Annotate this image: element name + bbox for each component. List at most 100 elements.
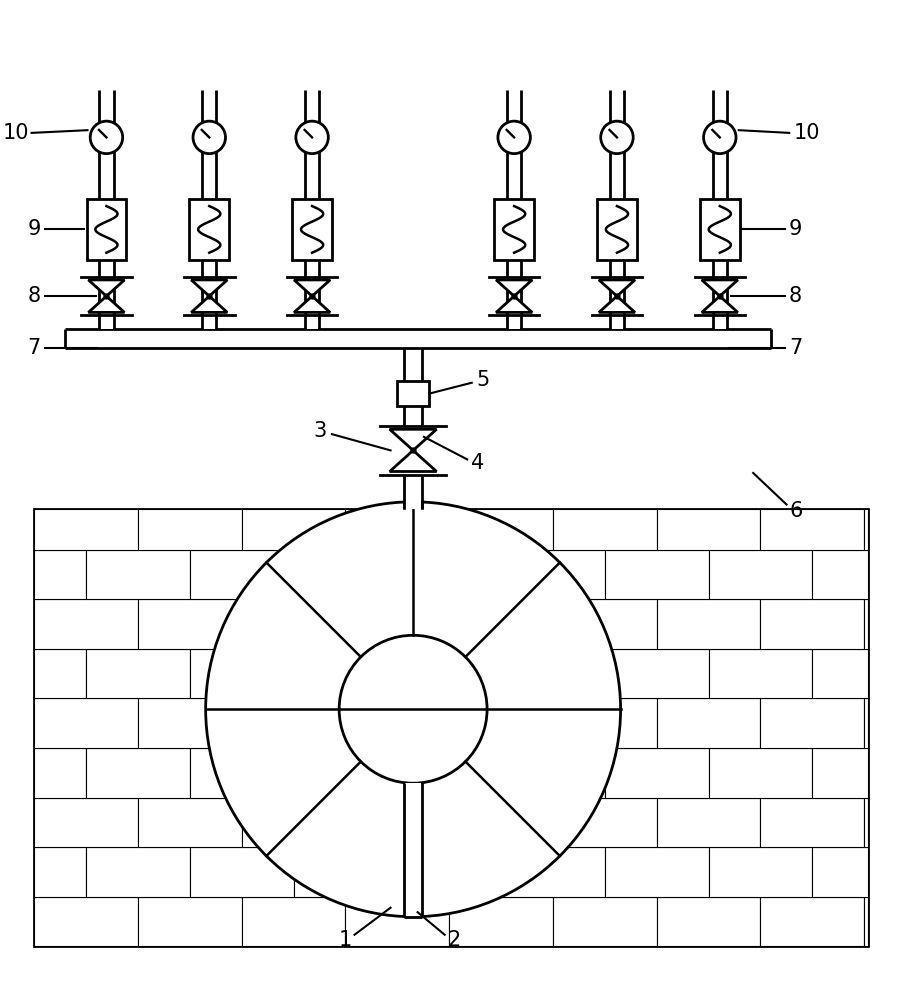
Bar: [760, 698, 864, 748]
Text: 6: 6: [790, 501, 803, 521]
Bar: [812, 748, 868, 798]
Text: 10: 10: [794, 123, 821, 143]
Bar: [138, 509, 242, 550]
Bar: [604, 550, 709, 599]
Bar: [494, 199, 534, 260]
Bar: [405, 476, 421, 509]
Bar: [657, 509, 760, 550]
Bar: [345, 698, 449, 748]
Bar: [709, 649, 812, 698]
Text: 8: 8: [789, 286, 802, 306]
Bar: [405, 502, 421, 509]
Bar: [34, 847, 86, 897]
Bar: [553, 897, 657, 946]
Bar: [306, 90, 318, 329]
Text: 5: 5: [476, 370, 489, 390]
Bar: [553, 698, 657, 748]
Text: 1: 1: [339, 930, 352, 950]
Bar: [449, 509, 553, 550]
Text: 3: 3: [314, 421, 327, 441]
Bar: [864, 509, 868, 550]
Text: 9: 9: [789, 219, 802, 239]
Circle shape: [601, 121, 633, 154]
Polygon shape: [294, 280, 330, 296]
Bar: [700, 199, 740, 260]
Text: 9: 9: [28, 219, 41, 239]
Bar: [709, 748, 812, 798]
Bar: [203, 90, 216, 329]
Bar: [34, 649, 86, 698]
Circle shape: [339, 635, 487, 783]
Text: 10: 10: [3, 123, 30, 143]
Bar: [345, 798, 449, 847]
Bar: [812, 847, 868, 897]
Bar: [294, 847, 397, 897]
Bar: [709, 550, 812, 599]
Bar: [864, 698, 868, 748]
Bar: [190, 550, 294, 599]
Polygon shape: [390, 450, 437, 471]
Bar: [34, 509, 138, 550]
Bar: [604, 748, 709, 798]
Bar: [502, 550, 604, 599]
Bar: [242, 798, 345, 847]
Bar: [812, 649, 868, 698]
Text: 8: 8: [28, 286, 41, 306]
Bar: [138, 798, 242, 847]
Bar: [189, 199, 229, 260]
Bar: [345, 599, 449, 649]
Bar: [449, 698, 553, 748]
Bar: [294, 748, 397, 798]
Bar: [502, 847, 604, 897]
Polygon shape: [191, 296, 227, 312]
Bar: [449, 599, 553, 649]
Bar: [138, 698, 242, 748]
Circle shape: [90, 121, 123, 154]
Bar: [397, 550, 502, 599]
Bar: [294, 649, 397, 698]
Bar: [190, 649, 294, 698]
Bar: [138, 897, 242, 946]
Bar: [138, 599, 242, 649]
Bar: [553, 798, 657, 847]
Bar: [611, 90, 623, 329]
Polygon shape: [294, 296, 330, 312]
Circle shape: [704, 121, 736, 154]
Bar: [760, 599, 864, 649]
Bar: [34, 509, 868, 946]
Bar: [657, 897, 760, 946]
Text: 7: 7: [28, 338, 41, 358]
Text: 2: 2: [448, 930, 461, 950]
Text: 4: 4: [472, 453, 484, 473]
Bar: [100, 90, 113, 329]
Bar: [87, 748, 190, 798]
Bar: [553, 599, 657, 649]
Bar: [242, 509, 345, 550]
Circle shape: [206, 502, 621, 917]
Circle shape: [498, 121, 530, 154]
Bar: [502, 748, 604, 798]
Bar: [405, 783, 421, 917]
Polygon shape: [702, 296, 738, 312]
Bar: [713, 90, 726, 329]
Bar: [597, 199, 637, 260]
Bar: [657, 599, 760, 649]
Bar: [760, 897, 864, 946]
Bar: [502, 649, 604, 698]
Bar: [760, 509, 864, 550]
Polygon shape: [390, 429, 437, 450]
Bar: [34, 897, 138, 946]
Bar: [604, 847, 709, 897]
Bar: [345, 509, 449, 550]
Bar: [508, 90, 520, 329]
Bar: [87, 550, 190, 599]
Polygon shape: [599, 296, 635, 312]
Bar: [34, 698, 138, 748]
Text: 7: 7: [789, 338, 802, 358]
Bar: [657, 798, 760, 847]
Bar: [405, 406, 421, 425]
Polygon shape: [88, 280, 124, 296]
Bar: [760, 798, 864, 847]
Bar: [864, 897, 868, 946]
Bar: [397, 649, 502, 698]
